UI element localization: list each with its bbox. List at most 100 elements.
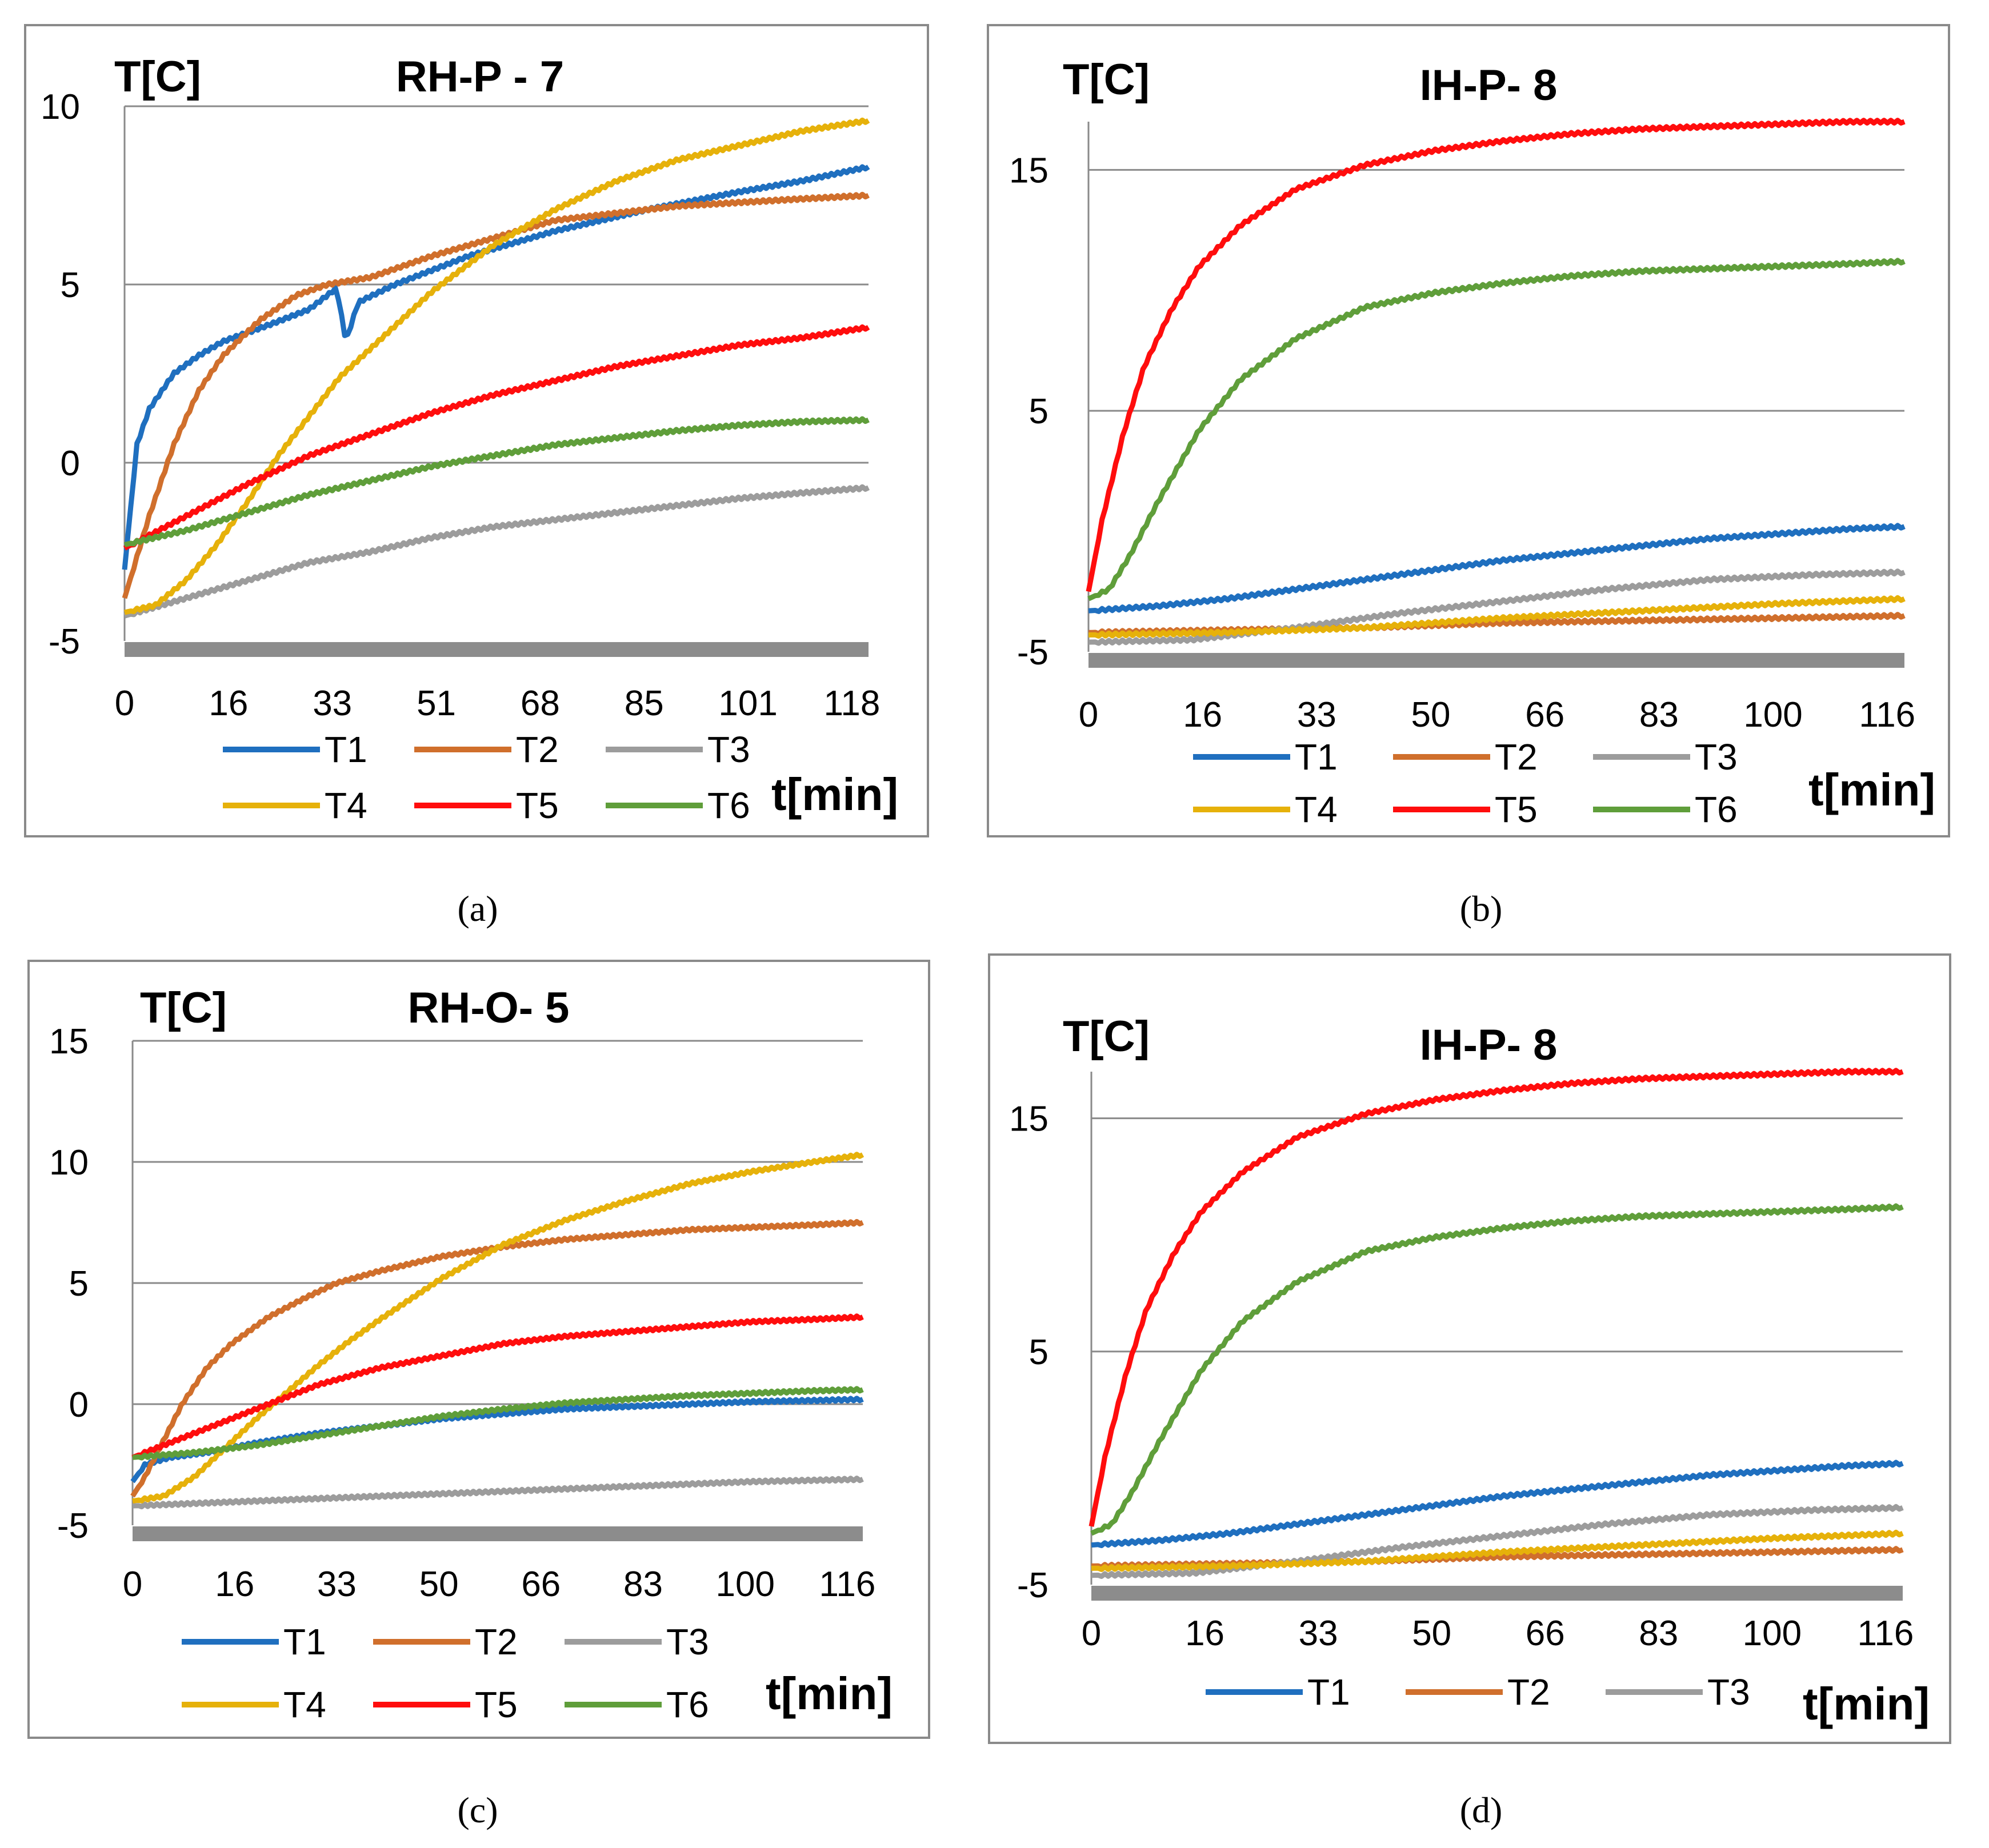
legend-label-3-T1: T1 <box>1307 1671 1350 1713</box>
caption-a: (a) <box>457 888 498 929</box>
ytick-label-0-0: -5 <box>49 622 80 662</box>
series-line-0-T4 <box>123 117 870 615</box>
legend-label-2-T6: T6 <box>666 1684 709 1725</box>
series-line-3-T5 <box>1088 1068 1904 1527</box>
xtick-label-1-5: 83 <box>1639 695 1679 735</box>
xtick-label-1-2: 33 <box>1297 695 1336 735</box>
panel-d-title: IH-P- 8 <box>1420 1021 1558 1069</box>
xtick-label-1-3: 50 <box>1411 695 1451 735</box>
ytick-label-2-0: -5 <box>57 1506 89 1546</box>
panel-d-legend: T1 T2 T3 <box>1206 1671 1750 1713</box>
panel-c-ylabel: T[C] <box>140 984 227 1032</box>
ytick-label-3-1: 5 <box>1029 1333 1048 1372</box>
ytick-label-1-0: -5 <box>1017 633 1048 672</box>
series-line-2-T3 <box>132 1476 864 1510</box>
xtick-label-1-4: 66 <box>1525 695 1564 735</box>
panel-c-frame <box>27 960 930 1739</box>
xtick-label-0-5: 85 <box>625 684 664 723</box>
series-line-3-T4 <box>1091 1529 1904 1572</box>
xtick-label-1-6: 100 <box>1743 695 1802 735</box>
panel-b-legend: T1 T2 T3 T4 T5 T6 <box>1193 736 1738 830</box>
xtick-label-3-2: 33 <box>1299 1614 1338 1653</box>
xtick-label-2-3: 50 <box>419 1565 459 1604</box>
series-line-2-T5 <box>131 1313 864 1460</box>
legend-label-0-T3: T3 <box>707 729 750 770</box>
series-line-0-T6 <box>124 416 870 547</box>
legend-label-0-T2: T2 <box>516 729 559 770</box>
xtick-label-0-3: 51 <box>417 684 456 723</box>
xtick-label-0-2: 33 <box>313 684 352 723</box>
legend-label-1-T1: T1 <box>1295 736 1338 777</box>
series-line-1-T5 <box>1086 118 1906 592</box>
legend-label-2-T1: T1 <box>283 1621 326 1662</box>
legend-label-0-T4: T4 <box>325 785 367 826</box>
series-line-3-T3 <box>1091 1504 1904 1579</box>
ytick-label-0-1: 0 <box>61 444 80 483</box>
panel-c-title: RH-O- 5 <box>408 984 570 1032</box>
series-line-1-T6 <box>1087 258 1906 602</box>
legend-label-2-T3: T3 <box>666 1621 709 1662</box>
series-line-1-T1 <box>1088 523 1906 614</box>
legend-label-0-T5: T5 <box>516 785 559 826</box>
legend-label-1-T2: T2 <box>1495 736 1538 777</box>
series-line-2-T4 <box>132 1152 865 1504</box>
caption-c: (c) <box>457 1790 498 1830</box>
xtick-label-3-1: 16 <box>1185 1614 1224 1653</box>
xtick-label-0-4: 68 <box>521 684 560 723</box>
panel-b-frame <box>987 24 1950 837</box>
series-line-0-T3 <box>123 484 870 619</box>
caption-d: (d) <box>1460 1790 1503 1830</box>
panel-a-xlabel: t[min] <box>771 769 898 820</box>
panel-a-frame <box>24 24 929 837</box>
series-line-2-T6 <box>132 1386 864 1461</box>
series-line-0-T5 <box>123 324 870 551</box>
panel-c-plot: -5 0 5 10 15 0 16 33 50 66 83 100 116 <box>49 1022 875 1604</box>
xtick-label-0-0: 0 <box>115 684 134 723</box>
panel-d: T[C] IH-P- 8 -5 5 15 0 16 33 50 66 83 100 116 t[mi… <box>988 953 1951 1744</box>
xtick-label-2-6: 100 <box>715 1565 774 1604</box>
ytick-label-2-1: 0 <box>69 1385 89 1425</box>
legend-label-2-T4: T4 <box>283 1684 326 1725</box>
ytick-label-0-2: 5 <box>61 266 80 305</box>
series-line-3-T6 <box>1090 1203 1904 1536</box>
legend-label-2-T2: T2 <box>475 1621 518 1662</box>
legend-label-0-T1: T1 <box>325 729 367 770</box>
ytick-label-3-0: -5 <box>1017 1566 1048 1605</box>
panel-c-xlabel: t[min] <box>766 1668 893 1719</box>
xtick-label-2-7: 116 <box>819 1565 876 1604</box>
panel-a-plot: -5 0 5 10 0 16 33 51 68 85 101 118 <box>41 87 880 723</box>
series-line-0-T2 <box>122 191 870 599</box>
xtick-label-3-4: 66 <box>1526 1614 1565 1653</box>
legend-label-3-T2: T2 <box>1507 1671 1550 1713</box>
xtick-label-3-7: 116 <box>1857 1614 1914 1653</box>
legend-label-2-T5: T5 <box>475 1684 518 1725</box>
xtick-label-2-2: 33 <box>317 1565 357 1604</box>
panel-b-xlabel: t[min] <box>1808 764 1935 815</box>
panel-d-xlabel: t[min] <box>1803 1678 1930 1729</box>
legend-label-3-T3: T3 <box>1707 1671 1750 1713</box>
ytick-label-3-2: 15 <box>1009 1100 1048 1139</box>
xtick-label-2-1: 16 <box>215 1565 254 1604</box>
panel-c-legend: T1 T2 T3 T4 T5 T6 <box>182 1621 709 1725</box>
panel-b-plot: -5 5 15 0 16 33 50 66 83 100 116 <box>1009 118 1915 735</box>
xtick-label-3-5: 83 <box>1639 1614 1678 1653</box>
series-line-1-T4 <box>1088 595 1906 639</box>
ytick-label-2-2: 5 <box>69 1264 89 1304</box>
ytick-label-1-1: 5 <box>1029 392 1048 431</box>
panel-b-title: IH-P- 8 <box>1420 61 1558 110</box>
panel-a: T[C] RH-P - 7 -5 0 5 10 0 16 33 51 68 85 101 118 t[… <box>24 24 929 837</box>
baseline-band-1 <box>1088 653 1904 668</box>
xtick-label-3-3: 50 <box>1412 1614 1451 1653</box>
xtick-label-3-0: 0 <box>1082 1614 1101 1653</box>
xtick-label-1-0: 0 <box>1079 695 1098 735</box>
ytick-label-0-3: 10 <box>41 87 80 127</box>
legend-label-1-T5: T5 <box>1495 789 1538 830</box>
legend-label-1-T4: T4 <box>1295 789 1338 830</box>
panel-a-ylabel: T[C] <box>114 53 201 101</box>
panel-b: T[C] IH-P- 8 -5 5 15 0 16 33 50 66 83 100 116 t[mi… <box>987 24 1950 837</box>
baseline-band-2 <box>133 1526 863 1541</box>
xtick-label-0-1: 16 <box>209 684 248 723</box>
ytick-label-1-2: 15 <box>1009 151 1048 190</box>
